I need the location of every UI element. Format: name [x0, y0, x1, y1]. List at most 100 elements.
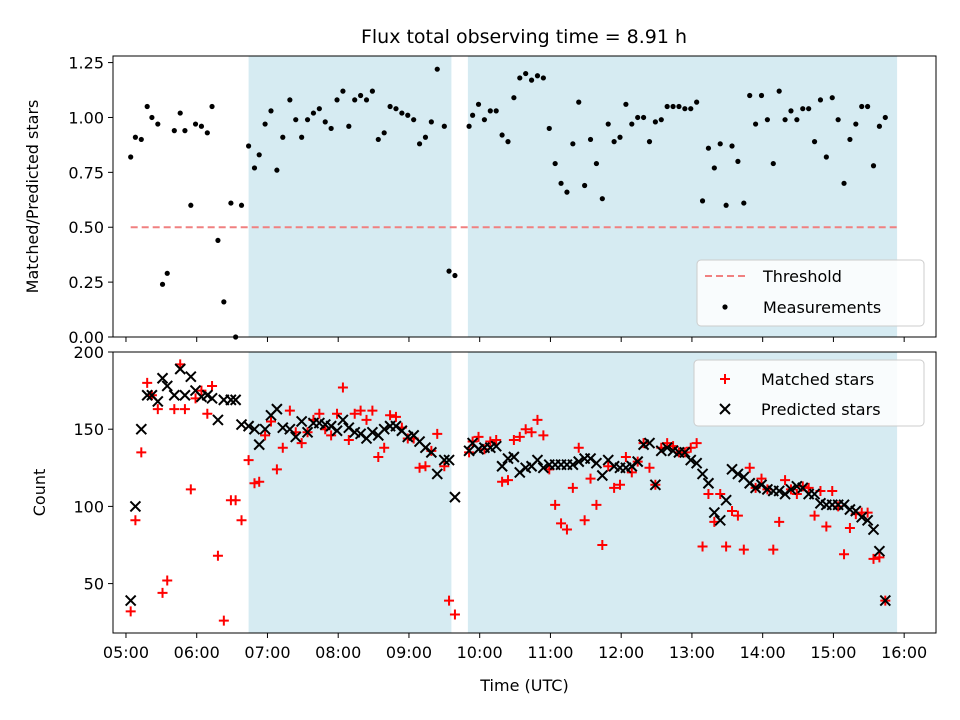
- measurement-point: [505, 139, 511, 145]
- measurement-point: [470, 112, 476, 118]
- matched-stars-point: [868, 553, 879, 564]
- measurement-point: [676, 103, 682, 110]
- matched-stars-point: [844, 523, 855, 534]
- measurement-point: [540, 75, 546, 81]
- predicted-stars-point: [856, 511, 868, 523]
- measurement-point: [293, 117, 299, 123]
- measurement-point: [287, 97, 293, 103]
- matched-stars-point: [685, 442, 696, 453]
- x-tick-label: 13:00: [669, 643, 715, 662]
- measurement-point: [699, 198, 706, 204]
- matched-stars-point: [573, 442, 584, 453]
- predicted-stars-point: [248, 423, 261, 435]
- predicted-stars-point: [156, 372, 169, 384]
- y-tick-label: 150: [73, 420, 104, 439]
- measurement-point: [387, 103, 393, 110]
- measurement-point: [528, 77, 535, 83]
- matched-stars-point: [768, 544, 779, 555]
- matched-stars-point: [314, 408, 325, 419]
- matched-stars-point: [727, 506, 738, 517]
- measurement-point: [316, 106, 322, 112]
- x-tick-label: 06:00: [174, 643, 220, 662]
- top-panel: 0.00 0.25 0.50 0.75 1.00 1.25 Matched/Predict…: [23, 54, 937, 347]
- legend-threshold-label: Threshold: [762, 267, 842, 286]
- matched-stars-point: [449, 609, 460, 620]
- matched-stars-point: [756, 473, 767, 484]
- matched-stars-point: [874, 552, 885, 563]
- matched-stars-point: [236, 515, 247, 526]
- predicted-stars-point: [185, 370, 197, 383]
- matched-stars-point: [162, 575, 173, 586]
- measurement-point: [245, 143, 252, 149]
- y-tick-label: 200: [73, 343, 104, 362]
- measurement-point: [381, 130, 387, 136]
- predicted-stars-point: [655, 445, 667, 457]
- measurement-point: [328, 125, 334, 132]
- matched-stars-point: [439, 461, 450, 472]
- matched-stars-point: [721, 541, 732, 552]
- measurement-point: [499, 132, 505, 138]
- matched-stars-point: [797, 481, 808, 492]
- predicted-stars-point: [685, 454, 697, 466]
- predicted-stars-point: [531, 454, 544, 466]
- matched-stars-point: [367, 405, 378, 416]
- measurement-point: [794, 117, 800, 123]
- measurement-point: [682, 106, 688, 112]
- measurement-point: [358, 92, 364, 99]
- matched-stars-point: [349, 408, 360, 419]
- matched-stars-point: [125, 606, 136, 617]
- measurement-point: [262, 121, 268, 127]
- matched-stars-point: [296, 438, 307, 449]
- legend-measurements-label: Measurements: [763, 298, 881, 317]
- matched-stars-point: [326, 430, 337, 441]
- predicted-stars-point: [161, 380, 173, 392]
- measurement-point: [487, 108, 493, 114]
- x-tick-label: 10:00: [457, 643, 503, 662]
- predicted-stars-point: [331, 425, 343, 437]
- measurement-point: [375, 136, 381, 143]
- matched-stars-point: [277, 442, 288, 453]
- predicted-stars-point: [229, 394, 242, 406]
- x-tick-label: 12:00: [598, 643, 644, 662]
- y-tick-label: 0.00: [68, 328, 104, 347]
- measurement-point: [221, 299, 227, 305]
- matched-stars-point: [774, 516, 785, 527]
- matched-stars-point: [738, 544, 749, 555]
- measurement-point: [670, 103, 676, 110]
- measurement-point: [428, 119, 434, 125]
- predicted-stars-point: [290, 431, 302, 443]
- matched-stars-point: [212, 550, 223, 561]
- matched-stars-point: [697, 541, 708, 552]
- x-tick-label: 05:00: [103, 643, 149, 662]
- measurement-point: [770, 160, 776, 167]
- matched-stars-point: [609, 482, 620, 493]
- measurement-point: [570, 141, 576, 147]
- measurement-point: [534, 73, 541, 79]
- measurement-point: [853, 121, 859, 127]
- measurement-point: [711, 165, 717, 171]
- measurement-point: [599, 196, 605, 202]
- predicted-stars-point: [443, 454, 455, 466]
- measurement-point: [576, 99, 582, 105]
- predicted-stars-point: [861, 514, 874, 526]
- bottom-axes-frame: [112, 351, 937, 634]
- matched-stars-point: [420, 461, 431, 472]
- matched-stars-point: [556, 518, 567, 529]
- matched-stars-point: [491, 435, 502, 446]
- matched-stars-point: [497, 476, 508, 487]
- measurement-point: [664, 103, 670, 110]
- measurement-point: [705, 145, 712, 151]
- x-tick-label: 09:00: [386, 643, 432, 662]
- matched-stars-point: [538, 430, 549, 441]
- matched-stars-point: [169, 404, 180, 415]
- matched-stars-point: [473, 431, 484, 442]
- measurement-point: [723, 202, 729, 208]
- measurement-point: [310, 110, 317, 116]
- measurement-point: [228, 200, 234, 206]
- predicted-stars-point: [301, 426, 314, 438]
- predicted-stars-point: [508, 451, 520, 463]
- matched-stars-point: [414, 462, 425, 473]
- matched-stars-point: [526, 427, 537, 438]
- predicted-stars-point: [643, 437, 656, 449]
- matched-stars-point: [152, 404, 163, 415]
